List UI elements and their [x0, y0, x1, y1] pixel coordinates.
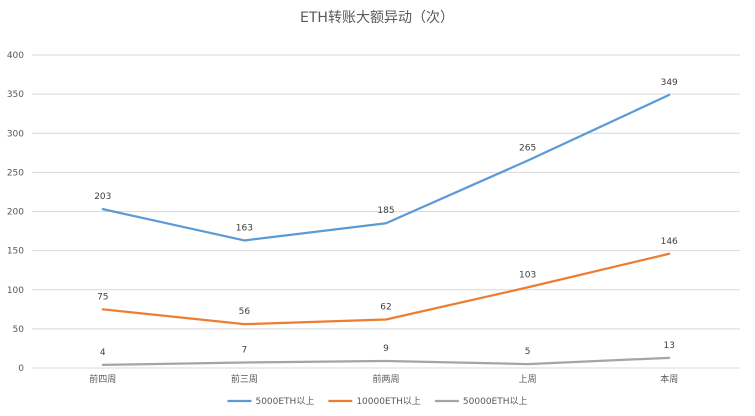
data-label: 185 [377, 206, 394, 216]
data-label: 5 [525, 347, 531, 357]
series-line-1 [101, 93, 671, 242]
y-tick-label: 300 [7, 129, 24, 139]
y-tick-label: 200 [7, 208, 24, 218]
series-line-3 [101, 356, 671, 366]
y-tick-label: 0 [18, 364, 24, 374]
y-tick-label: 250 [7, 168, 24, 178]
y-tick-label: 50 [13, 325, 25, 335]
data-label: 146 [661, 237, 678, 247]
y-tick-label: 150 [7, 247, 24, 257]
data-label: 163 [236, 223, 253, 233]
data-label: 103 [519, 270, 536, 280]
data-label: 265 [519, 144, 536, 154]
data-label: 75 [97, 292, 108, 302]
x-tick-label: 前三周 [231, 373, 258, 385]
x-tick-label: 前四周 [89, 373, 116, 385]
legend-label: 5000ETH以上 [255, 396, 314, 407]
legend-label: 50000ETH以上 [463, 396, 528, 407]
data-label: 56 [239, 307, 251, 317]
data-label: 349 [661, 78, 678, 88]
data-label: 203 [94, 192, 111, 202]
x-tick-label: 上周 [519, 374, 537, 385]
x-tick-label: 本周 [660, 373, 678, 385]
data-label: 4 [100, 348, 106, 358]
chart-title: ETH转账大额异动（次） [300, 10, 454, 26]
y-tick-label: 400 [7, 51, 24, 61]
data-label: 13 [663, 341, 674, 351]
x-tick-label: 前两周 [372, 373, 399, 385]
y-tick-label: 350 [7, 90, 24, 100]
data-label: 7 [242, 346, 248, 356]
series-line-2 [101, 252, 671, 326]
legend-label: 10000ETH以上 [356, 396, 421, 407]
data-label: 9 [383, 344, 389, 354]
data-label: 62 [380, 302, 391, 312]
y-tick-label: 100 [7, 286, 24, 296]
